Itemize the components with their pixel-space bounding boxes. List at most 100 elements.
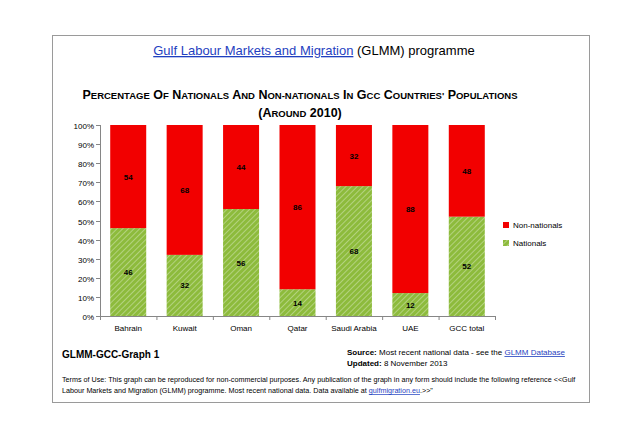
x-tick bbox=[156, 316, 157, 320]
data-label: 46 bbox=[124, 268, 133, 277]
chart-title: PERCENTAGE OF NATIONALS AND NON-NATIONAL… bbox=[82, 88, 517, 102]
bar bbox=[336, 125, 372, 186]
y-tick-label: 100% bbox=[74, 122, 94, 131]
title-rest: OUNTRIES' bbox=[393, 90, 444, 101]
legend-label: Nationals bbox=[513, 239, 546, 248]
title-rest: ATIONALS bbox=[181, 90, 229, 101]
bar bbox=[280, 289, 316, 316]
y-tick-label: 10% bbox=[78, 294, 94, 303]
x-tick-label: Bahrain bbox=[114, 324, 142, 333]
y-tick-label: 80% bbox=[78, 160, 94, 169]
updated-label: Updated: bbox=[347, 359, 382, 368]
terms-line: Terms of Use: This graph can be reproduc… bbox=[62, 375, 575, 384]
data-label: 44 bbox=[237, 163, 246, 172]
y-tick bbox=[96, 297, 100, 298]
header: Gulf Labour Markets and Migration (GLMM)… bbox=[153, 43, 475, 58]
subtitle-char: 0 bbox=[317, 106, 324, 120]
source-label: Source: bbox=[347, 348, 377, 357]
y-axis bbox=[100, 125, 101, 316]
title-cap: N bbox=[169, 88, 182, 102]
x-tick-label: UAE bbox=[402, 324, 418, 333]
bar bbox=[167, 255, 203, 316]
title-cap: A bbox=[229, 88, 241, 102]
bar bbox=[392, 293, 428, 316]
legend-swatch bbox=[503, 240, 509, 246]
chart-subtitle: (AROUND 2010) bbox=[258, 106, 342, 120]
x-tick bbox=[382, 316, 383, 320]
subtitle-char: 0 bbox=[331, 106, 338, 120]
title-rest: OPULATIONS bbox=[456, 90, 518, 101]
source-text: Most recent national data - see the bbox=[377, 348, 505, 357]
y-tick bbox=[96, 240, 100, 241]
bar bbox=[223, 125, 259, 209]
y-tick-label: 20% bbox=[78, 275, 94, 284]
data-label: 68 bbox=[180, 186, 189, 195]
graph-id: GLMM-GCC-Graph 1 bbox=[62, 349, 160, 360]
title-cap: O bbox=[150, 88, 163, 102]
data-label: 48 bbox=[462, 167, 471, 176]
y-tick-label: 40% bbox=[78, 237, 94, 246]
data-label: 12 bbox=[406, 301, 415, 310]
x-tick-label: GCC total bbox=[449, 324, 484, 333]
y-tick bbox=[96, 316, 100, 317]
updated-text: 8 November 2013 bbox=[382, 359, 448, 368]
terms-end: .>>" bbox=[420, 386, 433, 395]
y-tick-label: 60% bbox=[78, 198, 94, 207]
x-tick bbox=[439, 316, 440, 320]
y-tick bbox=[96, 259, 100, 260]
title-cap: I bbox=[340, 88, 347, 102]
y-tick-label: 0% bbox=[82, 313, 94, 322]
y-tick-label: 70% bbox=[78, 179, 94, 188]
data-label: 68 bbox=[349, 247, 358, 256]
bar bbox=[392, 125, 428, 293]
data-label: 54 bbox=[124, 173, 133, 182]
data-label: 88 bbox=[406, 205, 415, 214]
background bbox=[0, 0, 629, 445]
y-tick-label: 50% bbox=[78, 218, 94, 227]
title-cap: P bbox=[82, 88, 90, 102]
y-tick bbox=[96, 144, 100, 145]
chart-svg: Gulf Labour Markets and Migration (GLMM)… bbox=[0, 0, 629, 445]
y-tick bbox=[96, 278, 100, 279]
terms-text: Labour Markets and Migration (GLMM) prog… bbox=[62, 386, 369, 395]
bar bbox=[167, 125, 203, 255]
title-cap: C bbox=[380, 88, 393, 102]
x-tick-label: Kuwait bbox=[173, 324, 198, 333]
x-tick-label: Saudi Arabia bbox=[331, 324, 377, 333]
subtitle-char: ) bbox=[338, 106, 342, 120]
y-tick-label: 30% bbox=[78, 256, 94, 265]
x-tick bbox=[269, 316, 270, 320]
x-axis bbox=[100, 316, 495, 317]
x-tick bbox=[213, 316, 214, 320]
terms-line: Labour Markets and Migration (GLMM) prog… bbox=[62, 386, 433, 395]
bar bbox=[110, 125, 146, 228]
y-tick-label: 90% bbox=[78, 141, 94, 150]
data-label: 32 bbox=[180, 281, 189, 290]
data-label: 52 bbox=[462, 262, 471, 271]
x-tick-label: Oman bbox=[230, 324, 252, 333]
title-rest: ND bbox=[241, 90, 255, 101]
title-cap: N bbox=[255, 88, 268, 102]
x-tick bbox=[326, 316, 327, 320]
header-link: Gulf Labour Markets and Migration bbox=[153, 43, 353, 58]
source: Source: Most recent national data - see … bbox=[347, 348, 565, 357]
terms-link: gulfmigration.eu bbox=[369, 386, 420, 395]
y-tick bbox=[96, 182, 100, 183]
bar bbox=[223, 209, 259, 316]
subtitle-char: O bbox=[278, 108, 285, 119]
frame bbox=[53, 36, 590, 403]
data-label: 32 bbox=[349, 152, 358, 161]
y-tick bbox=[96, 163, 100, 164]
title-rest: ERCENTAGE bbox=[91, 90, 150, 101]
bar bbox=[449, 125, 485, 217]
header-rest: (GLMM) programme bbox=[353, 43, 474, 58]
title-cap: G bbox=[353, 88, 366, 102]
data-label: 56 bbox=[237, 259, 246, 268]
data-label: 86 bbox=[293, 203, 302, 212]
subtitle-char: 2 bbox=[310, 106, 317, 120]
title-rest: ON-NATIONALS bbox=[267, 90, 339, 101]
legend-swatch bbox=[503, 222, 509, 228]
y-tick bbox=[96, 125, 100, 126]
subtitle-char: A bbox=[262, 106, 271, 120]
bars bbox=[110, 125, 485, 316]
